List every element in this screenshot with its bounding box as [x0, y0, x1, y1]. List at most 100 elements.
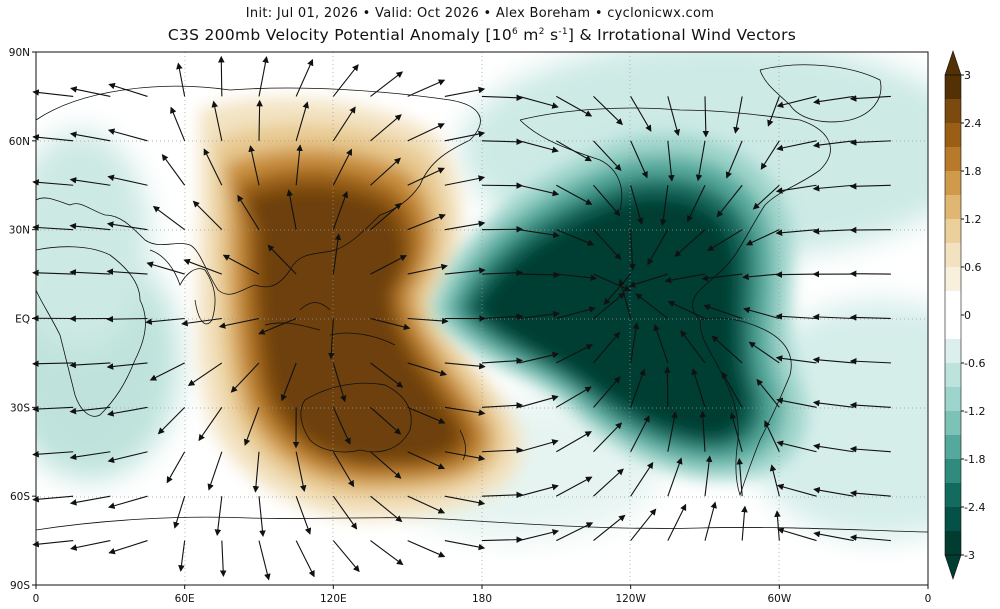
title-unit-a: m	[518, 26, 539, 44]
wind-vector-arrow	[69, 451, 111, 461]
wind-vector-arrow	[667, 457, 683, 497]
wind-vector-arrow	[748, 341, 780, 364]
wind-vector-arrow	[519, 439, 559, 453]
wind-vector-arrow	[258, 56, 269, 97]
wind-vector-arrow	[813, 95, 854, 105]
wind-vector-arrow	[618, 278, 632, 319]
lon-tick-label: 120E	[320, 593, 347, 605]
wind-vector-arrow	[603, 273, 632, 306]
wind-vector-arrow	[70, 540, 111, 551]
colorbar-tick-label: -1.2	[964, 405, 985, 418]
wind-vector-arrow	[407, 213, 446, 231]
wind-vector-arrow	[107, 451, 148, 464]
colorbar-segment	[945, 171, 961, 196]
lat-tick-label: 90N	[9, 47, 30, 59]
wind-vector-arrow	[556, 306, 596, 320]
wind-vector-arrow	[178, 540, 186, 572]
wind-vector-arrow	[332, 495, 358, 530]
wind-vector-arrow	[704, 501, 717, 541]
longitude-axis: 0 60E 120E 180 120W 60W 0	[33, 585, 931, 605]
wind-vector-arrow	[198, 407, 223, 442]
colorbar-segment	[945, 507, 961, 532]
wind-vector-arrow	[776, 140, 817, 152]
colorbar-segment	[945, 411, 961, 436]
wind-vector-arrow	[687, 185, 706, 223]
lat-tick-label: 90S	[10, 580, 30, 592]
colorbar-max-extension	[944, 50, 962, 76]
colorbar-segment	[945, 219, 961, 244]
wind-vector-arrow	[812, 356, 854, 364]
wind-vector-arrow	[332, 148, 352, 186]
wind-vector-arrow	[32, 450, 74, 458]
lat-tick-label: 60S	[10, 491, 30, 503]
wind-vector-arrow	[556, 386, 592, 408]
wind-vector-arrow	[767, 96, 780, 127]
wind-vector-arrow	[173, 496, 186, 529]
wind-vector-arrow	[556, 344, 593, 364]
wind-vector-arrow	[776, 397, 817, 408]
wind-vector-arrow	[776, 483, 817, 497]
colorbar-segment	[945, 243, 961, 268]
wind-vector-arrow	[776, 440, 817, 453]
wind-vector-arrow	[593, 96, 623, 126]
wind-vector-arrow	[145, 317, 185, 325]
wind-vector-arrow	[106, 221, 148, 231]
wind-vector-arrow	[108, 82, 148, 97]
wind-vector-arrow	[736, 457, 744, 497]
wind-vector-arrow	[667, 503, 687, 541]
wind-vector-arrow	[556, 522, 594, 542]
wind-vector-arrow	[481, 138, 524, 146]
colorbar-segment	[945, 531, 961, 556]
wind-vector-arrow	[211, 100, 223, 141]
wind-vector-arrow	[629, 229, 636, 271]
wind-vector-arrow	[481, 269, 524, 277]
wind-vector-arrow	[519, 184, 560, 197]
wind-vector-arrow	[519, 229, 560, 239]
wind-vector-arrow	[729, 412, 743, 452]
wind-vector-arrow	[593, 514, 626, 542]
wind-vector-arrow	[295, 58, 314, 97]
colorbar-segment	[945, 123, 961, 148]
wind-vector-arrow	[777, 527, 817, 542]
wind-vector-arrow	[691, 368, 706, 408]
wind-vector-arrow	[107, 128, 148, 142]
wind-vector-arrow	[370, 540, 404, 566]
wind-vector-arrow	[32, 89, 74, 97]
colorbar-segment	[945, 483, 961, 508]
wind-vector-arrow	[556, 140, 592, 162]
wind-vector-arrow	[664, 273, 706, 284]
anomaly-field	[36, 52, 928, 585]
wind-vector-arrow	[332, 451, 355, 488]
wind-vector-arrow	[481, 491, 524, 499]
wind-vector-arrow	[32, 495, 74, 503]
wind-vector-arrow	[218, 55, 225, 97]
wind-vector-arrow	[481, 536, 524, 543]
wind-vector-arrow	[703, 304, 743, 320]
colorbar-segment	[945, 99, 961, 124]
wind-vector-arrow	[32, 224, 74, 231]
wind-vector-arrow	[630, 140, 648, 179]
wind-vector-arrow	[295, 144, 303, 186]
wind-vector-arrow	[593, 468, 624, 497]
coastline-africa	[36, 246, 146, 417]
wind-vector-arrow	[812, 140, 854, 149]
wind-vector-arrow	[295, 495, 312, 535]
colorbar-min-extension	[944, 554, 962, 580]
colorbar-segment	[945, 339, 961, 364]
wind-vector-arrow	[69, 406, 111, 415]
colorbar-tick-label: 2.4	[964, 117, 982, 130]
wind-vector-arrow	[69, 222, 111, 231]
colorbar-tick-label: -0.6	[964, 357, 985, 370]
wind-vector-arrow	[444, 406, 486, 416]
lon-tick-label: 120W	[615, 593, 646, 605]
colorbar: 3 2.4 1.8 1.2 0.6 0 -0.6 -1.2 -1.8 -2.4 -3	[944, 50, 985, 580]
wind-vector-arrow	[407, 495, 446, 514]
wind-vector-arrow	[519, 484, 559, 497]
colorbar-tick-label: 1.8	[964, 165, 982, 178]
wind-vector-arrow	[630, 96, 652, 132]
wind-vector-arrow	[203, 148, 223, 186]
wind-vector-arrow	[407, 167, 445, 186]
wind-vector-arrow	[70, 86, 111, 97]
wind-vector-arrow	[176, 62, 186, 97]
wind-vector-arrow	[107, 406, 148, 417]
